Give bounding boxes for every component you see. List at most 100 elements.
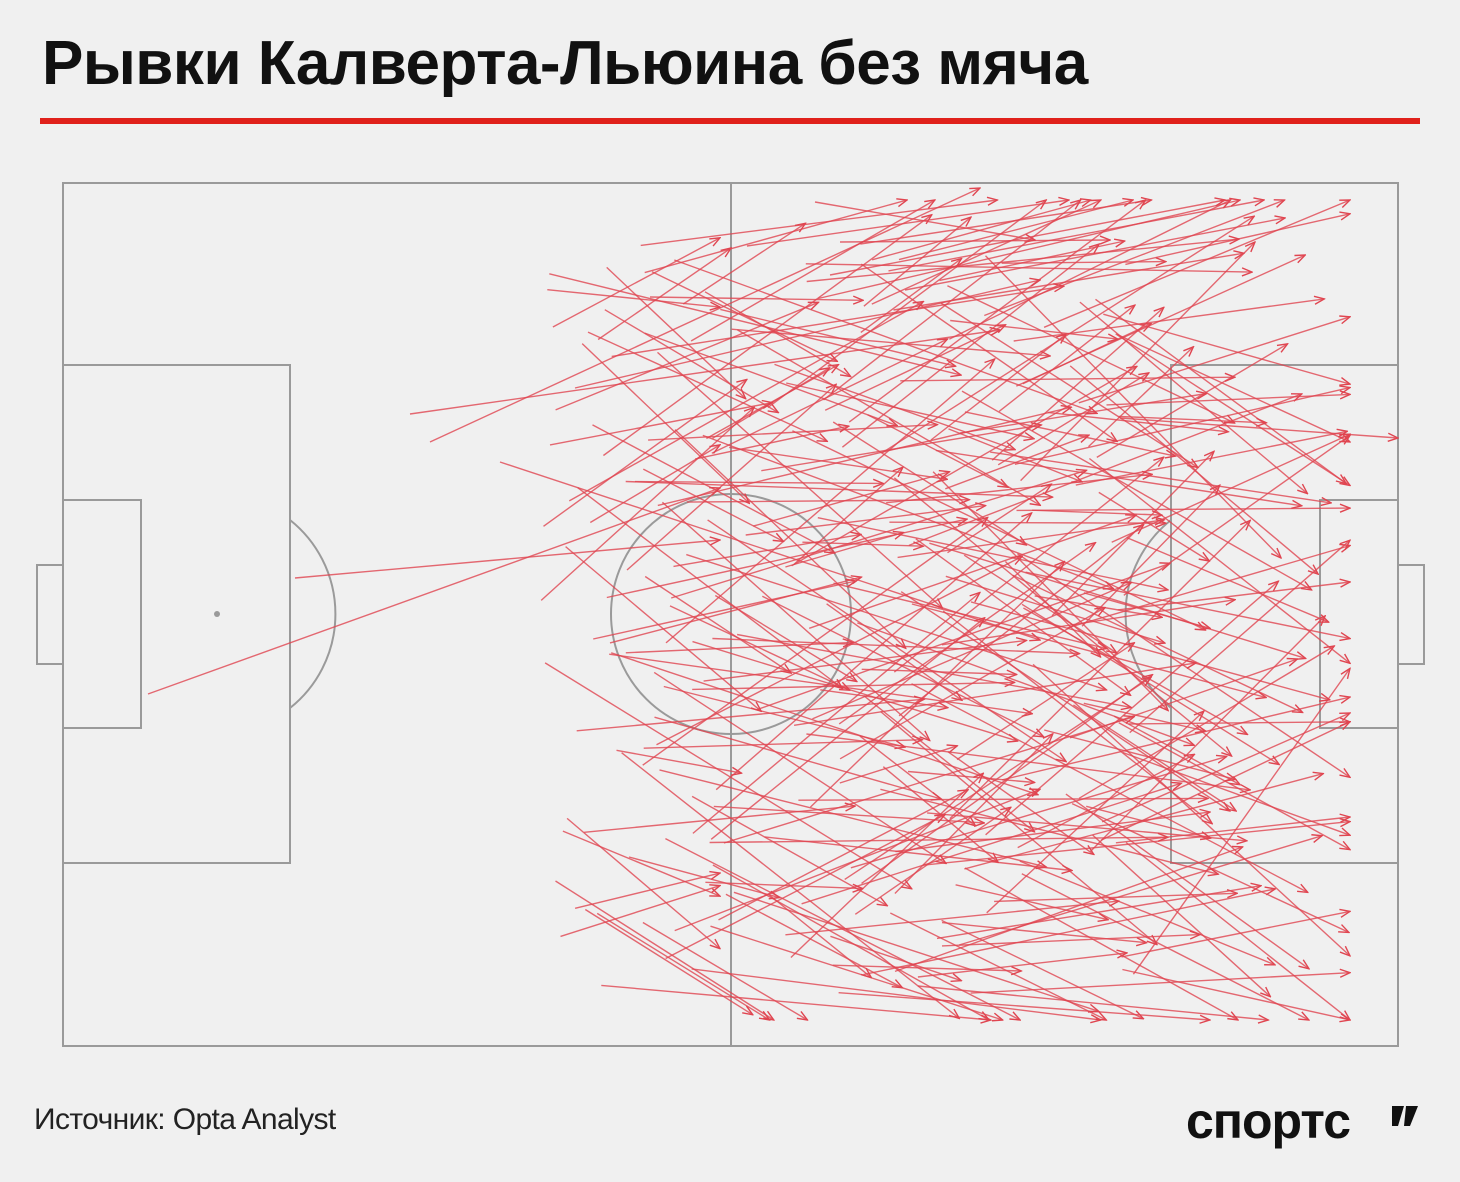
- sports-logo: спортс: [1186, 1093, 1351, 1149]
- run-arrow: [576, 699, 925, 732]
- run-arrow: [793, 663, 1196, 726]
- run-arrow: [1098, 491, 1210, 561]
- run-arrow: [1078, 646, 1334, 799]
- run-arrow: [963, 554, 1117, 653]
- run-arrow: [1081, 485, 1220, 627]
- run-arrow: [1086, 805, 1211, 838]
- run-arrow: [601, 984, 991, 1020]
- run-arrow: [625, 480, 1053, 498]
- run-arrow: [1121, 911, 1351, 958]
- run-arrow: [997, 373, 1149, 466]
- run-arrow: [915, 538, 1131, 696]
- run-arrow: [832, 964, 1022, 971]
- run-arrow: [718, 790, 969, 921]
- run-arrow: [654, 716, 942, 799]
- run-arrow: [1113, 715, 1240, 784]
- run-arrow: [611, 286, 1064, 358]
- run-arrow: [661, 501, 929, 740]
- run-arrow: [1122, 751, 1350, 836]
- run-arrow: [939, 241, 1125, 282]
- run-arrow: [596, 912, 769, 1020]
- run-arrow: [949, 520, 1250, 820]
- run-arrow: [593, 581, 856, 640]
- run-arrow: [1089, 616, 1325, 852]
- run-arrow: [881, 216, 1254, 454]
- run-arrow: [663, 685, 905, 748]
- run-arrow: [540, 407, 754, 601]
- run-arrow: [710, 925, 1003, 1020]
- run-arrow: [640, 200, 998, 247]
- run-arrow: [911, 603, 1266, 698]
- run-arrow: [690, 200, 935, 342]
- run-arrow: [904, 218, 1285, 291]
- run-arrow: [604, 309, 779, 413]
- run-arrow: [1122, 968, 1350, 1021]
- run-arrow: [736, 633, 1131, 708]
- run-arrow: [844, 677, 1151, 880]
- run-arrow: [692, 640, 1018, 742]
- run-arrow: [147, 488, 720, 695]
- run-arrow: [1117, 582, 1350, 611]
- run-arrow: [859, 735, 976, 826]
- run-arrow: [737, 329, 1040, 505]
- run-arrow: [686, 500, 970, 502]
- run-arrow: [1088, 457, 1350, 664]
- run-arrow: [566, 817, 720, 948]
- run-arrow: [1022, 324, 1151, 385]
- left-six-yard-box: [62, 499, 142, 729]
- run-arrow: [713, 805, 984, 823]
- run-arrow: [818, 200, 1240, 300]
- run-arrow: [1095, 298, 1347, 483]
- run-arrow: [805, 263, 1252, 272]
- run-arrow: [656, 556, 1023, 746]
- run-arrow: [817, 517, 1168, 590]
- run-arrow: [1128, 722, 1350, 724]
- run-arrow: [764, 836, 1072, 871]
- run-arrow: [755, 563, 1170, 711]
- run-arrow: [871, 200, 1101, 305]
- run-arrow: [893, 477, 1231, 756]
- run-arrow: [863, 217, 971, 307]
- run-arrow: [941, 919, 1144, 1018]
- run-arrow: [544, 662, 912, 889]
- run-arrow: [562, 830, 720, 896]
- run-arrow: [715, 513, 1031, 791]
- run-arrow: [935, 449, 1302, 505]
- run-arrow: [642, 921, 808, 1021]
- run-arrow: [1118, 722, 1350, 850]
- run-arrow: [1101, 713, 1350, 823]
- run-arrow: [682, 223, 805, 305]
- run-arrow: [894, 847, 1243, 973]
- run-arrow: [1020, 242, 1255, 482]
- run-arrow: [731, 328, 1051, 356]
- run-arrow: [1126, 536, 1329, 623]
- run-arrow: [894, 734, 1053, 894]
- run-arrow: [626, 384, 836, 571]
- run-arrow: [644, 575, 791, 674]
- run-arrow: [808, 515, 1136, 629]
- run-arrow: [792, 430, 1205, 630]
- run-arrow: [642, 468, 783, 541]
- run-arrow: [761, 425, 1041, 472]
- run-arrow: [785, 533, 903, 568]
- run-arrow: [839, 746, 958, 784]
- run-arrow: [761, 595, 1043, 737]
- run-arrow: [606, 266, 746, 398]
- run-arrow: [648, 425, 937, 441]
- run-arrow: [833, 582, 1107, 648]
- run-arrow: [659, 769, 1047, 867]
- run-arrow: [644, 200, 907, 274]
- left-goal: [36, 564, 64, 665]
- run-arrow: [657, 351, 943, 608]
- run-arrow: [956, 643, 1134, 761]
- run-arrow: [947, 484, 1052, 554]
- run-arrow: [927, 812, 1247, 841]
- run-arrow: [665, 815, 945, 960]
- run-arrow: [712, 864, 989, 1020]
- run-arrow: [841, 244, 1099, 448]
- run-arrow: [917, 985, 1268, 1020]
- run-arrow: [429, 188, 980, 443]
- left-penalty-area: [62, 364, 291, 864]
- run-arrow: [725, 893, 903, 988]
- right-goal: [1397, 564, 1425, 665]
